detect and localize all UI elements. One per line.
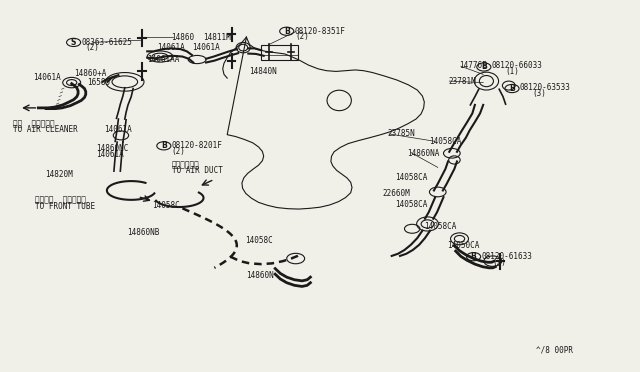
Text: (2): (2) (172, 147, 186, 155)
Text: 14061AA: 14061AA (147, 55, 180, 64)
Text: 14058C: 14058C (245, 236, 273, 245)
Text: 14820M: 14820M (45, 170, 72, 179)
Text: 14061A: 14061A (33, 73, 61, 82)
Text: 14860: 14860 (172, 33, 195, 42)
Text: 23785N: 23785N (388, 129, 415, 138)
Text: エアダクトへ: エアダクトへ (172, 160, 199, 169)
Text: 16585: 16585 (87, 78, 110, 87)
Text: TO FRONT TUBE: TO FRONT TUBE (35, 202, 95, 211)
Text: TO AIR DUCT: TO AIR DUCT (172, 166, 222, 175)
Text: 22660M: 22660M (383, 189, 410, 198)
Text: B: B (284, 27, 289, 36)
Text: 14860NA: 14860NA (407, 149, 440, 158)
Text: 14061A: 14061A (157, 43, 184, 52)
Text: (2): (2) (85, 43, 99, 52)
Text: 08120-8201F: 08120-8201F (172, 141, 222, 150)
Text: TO AIR CLEANER: TO AIR CLEANER (13, 125, 77, 134)
Text: S: S (71, 38, 76, 47)
Text: B: B (509, 84, 515, 93)
Text: 14811M: 14811M (204, 33, 231, 42)
Text: 23781M: 23781M (448, 77, 476, 86)
Text: 14058CA: 14058CA (429, 137, 461, 146)
Text: B: B (471, 252, 476, 261)
Text: B: B (161, 141, 166, 150)
Text: (3): (3) (532, 89, 547, 98)
Text: 14860N: 14860N (246, 271, 274, 280)
Text: 14058CA: 14058CA (396, 200, 428, 209)
Text: 14058CA: 14058CA (424, 222, 456, 231)
Text: 14058CA: 14058CA (396, 173, 428, 182)
Text: 14058C: 14058C (152, 201, 180, 210)
Text: 14061A: 14061A (192, 43, 220, 52)
Text: 08363-61625: 08363-61625 (82, 38, 132, 47)
Text: 08120-61633: 08120-61633 (481, 252, 532, 261)
Text: B: B (481, 62, 486, 71)
Text: 14061A: 14061A (96, 150, 124, 158)
Text: 14860+A: 14860+A (74, 69, 107, 78)
Text: (2): (2) (296, 32, 310, 41)
Text: 14776E: 14776E (460, 61, 487, 70)
Text: 08120-66033: 08120-66033 (492, 61, 542, 70)
Text: (2): (2) (493, 258, 507, 267)
Text: 14860NC: 14860NC (96, 144, 129, 153)
Text: (1): (1) (506, 67, 520, 76)
Text: ^/8 00PR: ^/8 00PR (536, 345, 573, 354)
Text: 08120-63533: 08120-63533 (520, 83, 570, 92)
Text: 14840N: 14840N (250, 67, 277, 76)
Text: 14061A: 14061A (104, 125, 132, 134)
Text: フロント  チューブへ: フロント チューブへ (35, 196, 86, 205)
Text: 08120-8351F: 08120-8351F (294, 27, 345, 36)
Text: 14860NB: 14860NB (127, 228, 159, 237)
Text: エア  クリーナへ: エア クリーナへ (13, 119, 54, 128)
Text: 14050CA: 14050CA (447, 241, 479, 250)
